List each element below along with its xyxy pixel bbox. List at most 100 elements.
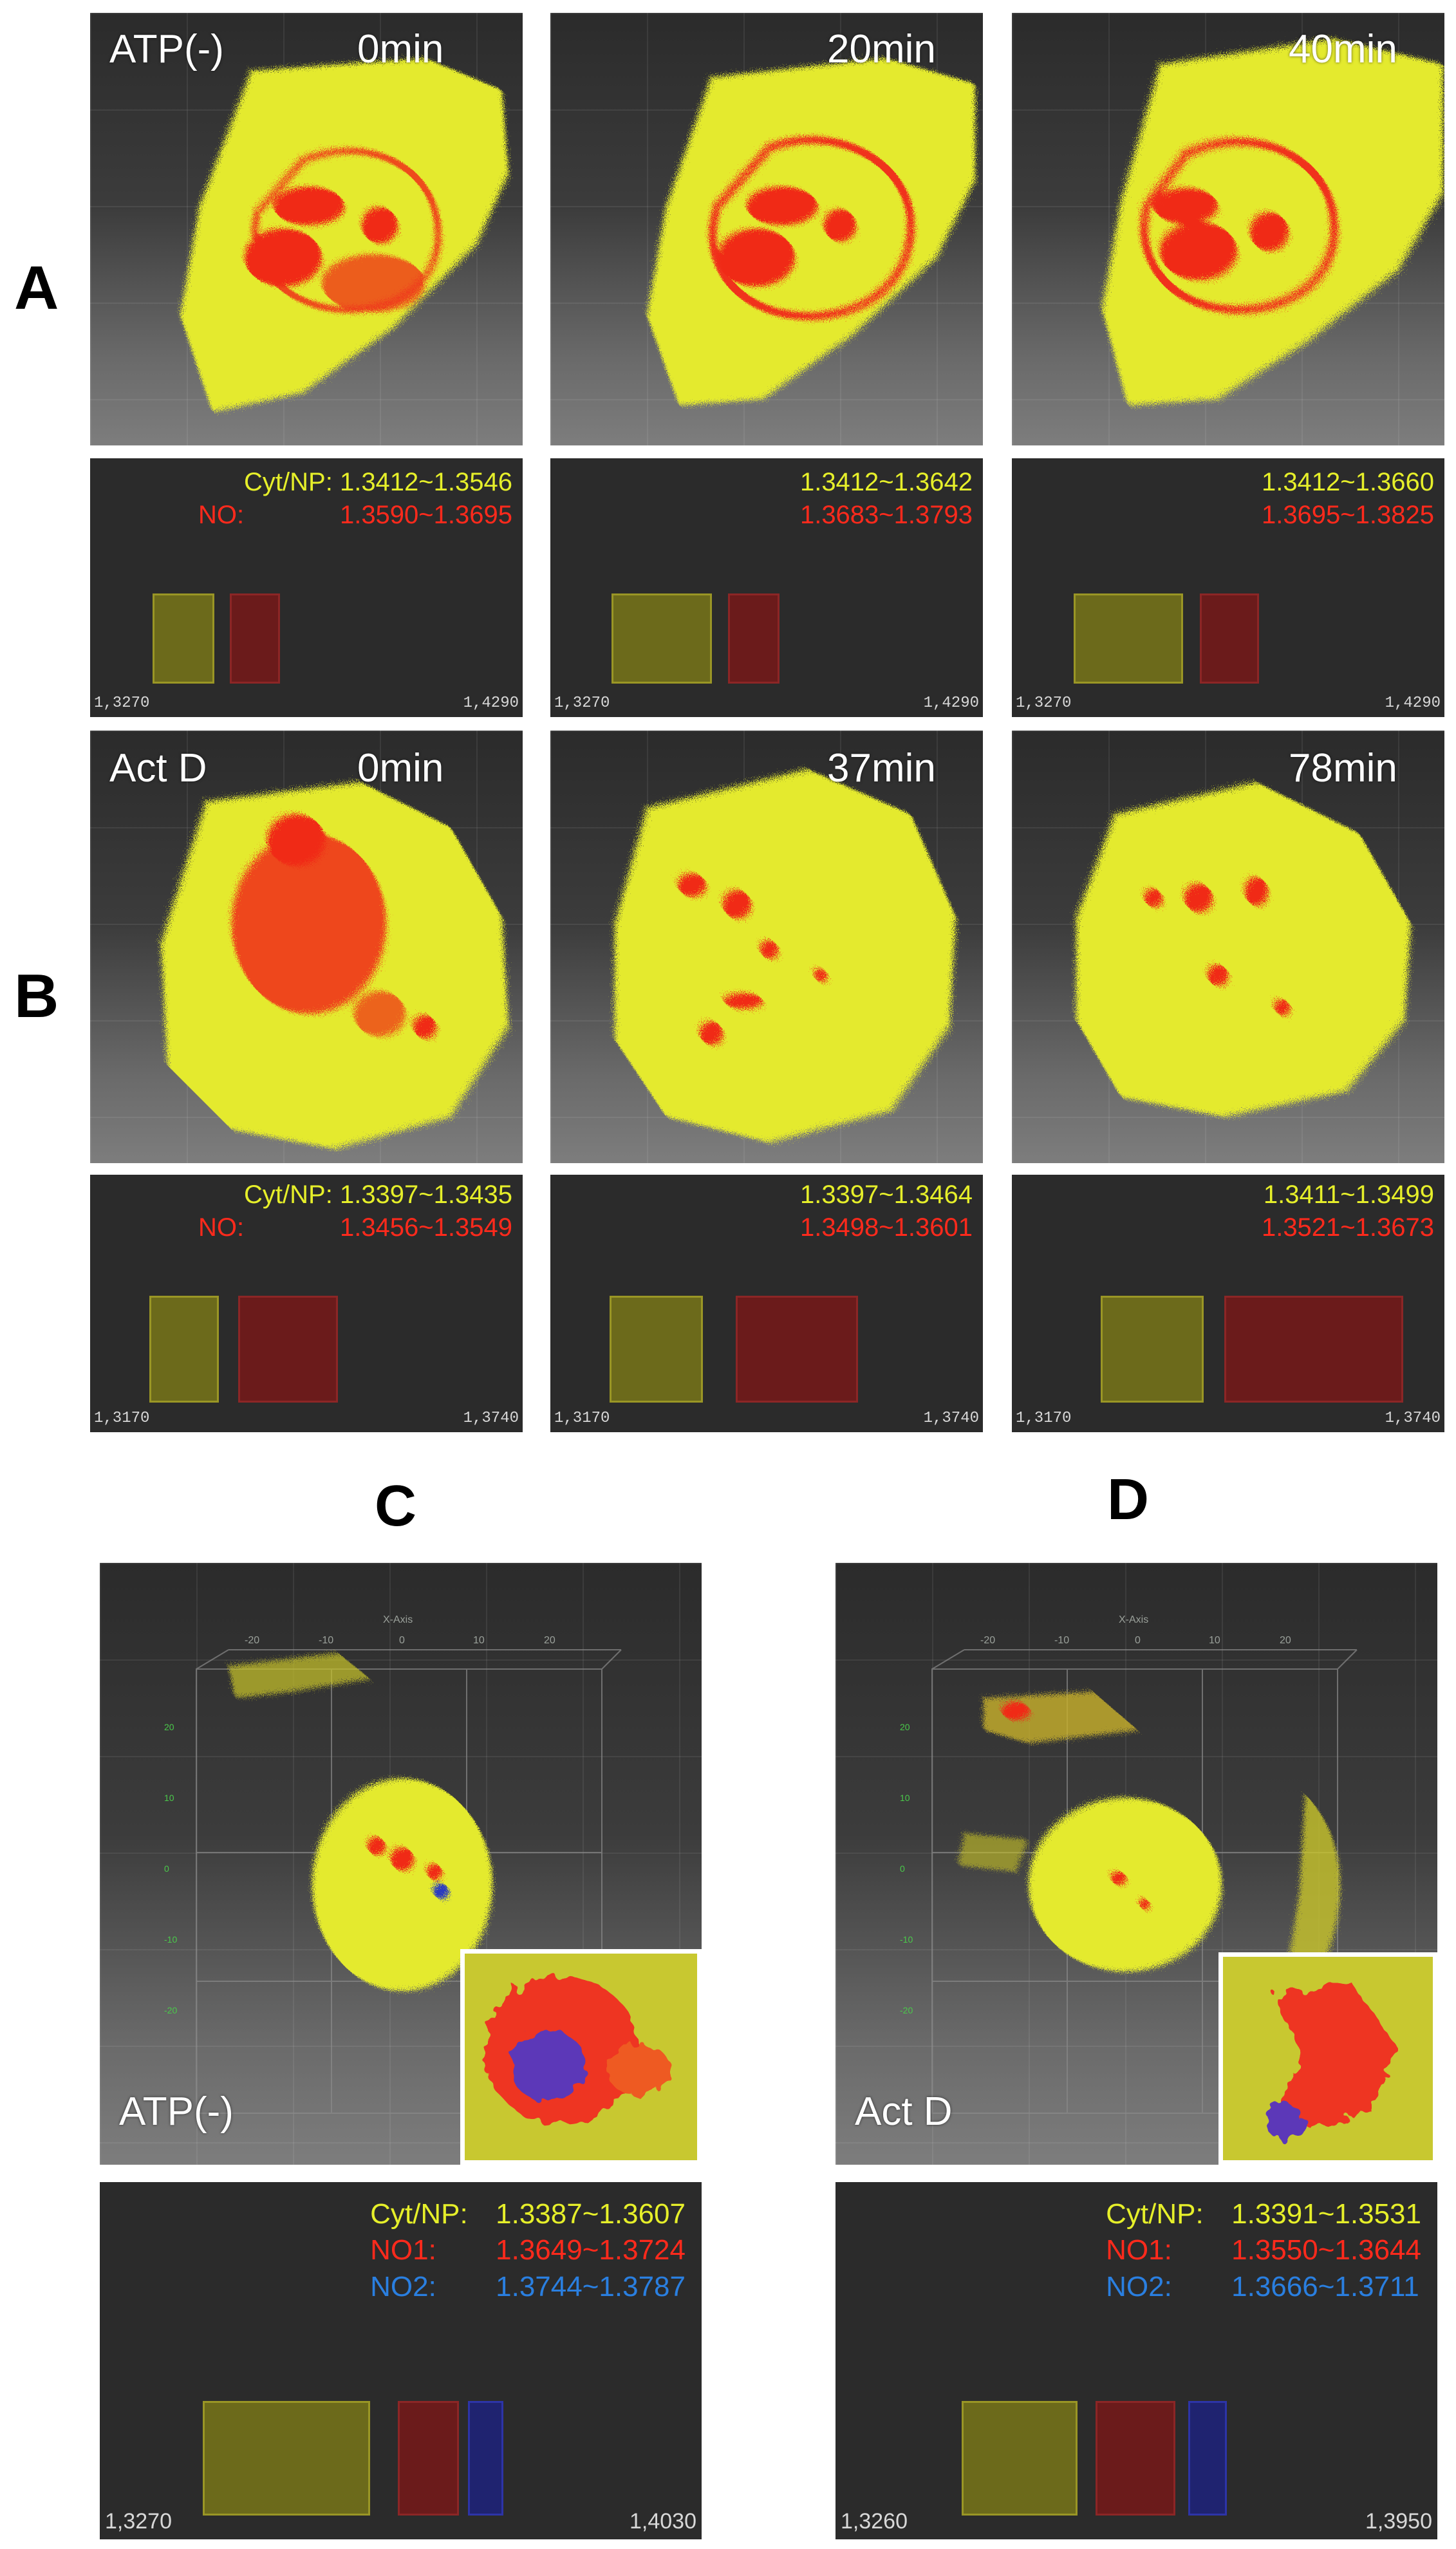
nucleolus1-range-bar <box>398 2401 459 2516</box>
no-range: 1.3456~1.3549 <box>339 1213 512 1242</box>
svg-text:20: 20 <box>164 1722 174 1732</box>
cytoplasm-range-bar <box>1074 593 1183 684</box>
histogram-b-37min: 1.3397~1.3464 1.3498~1.3601 1,3170 1,374… <box>550 1175 983 1432</box>
no2-range: 1.3666~1.3711 <box>1231 2270 1419 2302</box>
x-tick: -20 <box>980 1635 996 1646</box>
cyt-range: 1.3411~1.3499 <box>1263 1181 1434 1209</box>
x-tick: 10 <box>1209 1635 1220 1646</box>
histogram-b-0min: Cyt/NP: 1.3397~1.3435 NO: 1.3456~1.3549 1… <box>90 1175 523 1432</box>
no-range: 1.3695~1.3825 <box>1261 501 1434 530</box>
time-label: 0min <box>357 27 444 71</box>
scale-max: 1,3950 <box>1365 2509 1432 2534</box>
label-D: D <box>1107 1468 1149 1532</box>
label-C: C <box>375 1474 416 1538</box>
cytoplasm-range-bar <box>1101 1296 1204 1403</box>
x-axis-title: X-Axis <box>383 1614 413 1625</box>
nucleolus-range-bar <box>1224 1296 1403 1403</box>
svg-text:10: 10 <box>900 1793 910 1803</box>
cell-render <box>1102 39 1443 406</box>
svg-text:0: 0 <box>900 1863 905 1874</box>
nucleolus2-range-bar <box>1188 2401 1227 2516</box>
scale-min: 1,3270 <box>1016 695 1072 712</box>
micrograph-a-40min: 40min <box>1012 13 1444 445</box>
cyt-range: 1.3397~1.3464 <box>799 1181 973 1209</box>
nucleolus-range-bar <box>728 593 779 684</box>
cyt-prefix: Cyt/NP: <box>1106 2198 1204 2230</box>
no1-range: 1.3550~1.3644 <box>1231 2234 1421 2266</box>
inset-render <box>1223 1957 1433 2160</box>
cytoplasm-range-bar <box>153 593 214 684</box>
cyt-range: 1.3412~1.3660 <box>1261 468 1434 496</box>
nucleolus-zoom-inset <box>460 1949 702 2165</box>
cell-render <box>647 58 975 406</box>
condition-label: ATP(-) <box>119 2089 234 2134</box>
scale-min: 1,3170 <box>94 1410 150 1427</box>
micrograph-b-0min: Act D 0min <box>90 731 523 1163</box>
x-tick: 10 <box>473 1635 485 1646</box>
time-label: 0min <box>357 746 444 790</box>
x-tick: -10 <box>319 1635 334 1646</box>
no-range: 1.3683~1.3793 <box>799 501 973 530</box>
histogram-b-78min: 1.3411~1.3499 1.3521~1.3673 1,3170 1,374… <box>1012 1175 1444 1432</box>
cyt-prefix: Cyt/NP: <box>244 1181 333 1209</box>
nucleolus-range-bar <box>736 1296 858 1403</box>
no1-prefix: NO1: <box>370 2234 436 2266</box>
scale-max: 1,4290 <box>923 695 979 712</box>
scale-min: 1,3270 <box>554 695 610 712</box>
x-tick: -20 <box>245 1635 260 1646</box>
nucleolus-range-bar <box>230 593 280 684</box>
time-label: 20min <box>827 27 936 71</box>
micrograph-b-78min: 78min <box>1012 731 1444 1163</box>
svg-text:-20: -20 <box>900 2005 913 2015</box>
micrograph-a-20min: 20min <box>550 13 983 445</box>
no-range: 1.3590~1.3695 <box>339 501 512 530</box>
histogram-c: Cyt/NP: 1.3387~1.3607 NO1: 1.3649~1.3724 N… <box>100 2182 702 2539</box>
time-label: 78min <box>1289 746 1397 790</box>
micrograph-d-3d: 20 10 0 -10 -20 X-Axis -20 -10 0 10 20 Act D <box>835 1563 1437 2165</box>
cyt-range: 1.3391~1.3531 <box>1231 2198 1421 2230</box>
cell-render <box>180 58 509 412</box>
scale-max: 1,3740 <box>1385 1410 1441 1427</box>
condition-label: ATP(-) <box>109 27 224 71</box>
cytoplasm-range-bar <box>611 593 712 684</box>
cytoplasm-range-bar <box>962 2401 1078 2516</box>
label-A: A <box>14 254 59 322</box>
cyt-prefix: Cyt/NP: <box>370 2198 468 2230</box>
histogram-a-20min: 1.3412~1.3642 1.3683~1.3793 1,3270 1,429… <box>550 458 983 717</box>
scale-max: 1,3740 <box>463 1410 519 1427</box>
micrograph-a-0min: ATP(-) 0min <box>90 13 523 445</box>
nucleolus-zoom-inset <box>1218 1952 1437 2165</box>
nucleolus-range-bar <box>238 1296 338 1403</box>
time-label: 40min <box>1289 27 1397 71</box>
time-label: 37min <box>827 746 936 790</box>
scale-max: 1,3740 <box>923 1410 979 1427</box>
no1-prefix: NO1: <box>1106 2234 1172 2266</box>
cyt-range: 1.3397~1.3435 <box>339 1181 512 1209</box>
cytoplasm-range-bar <box>203 2401 370 2516</box>
cell-render <box>615 769 956 1143</box>
scale-min: 1,3170 <box>554 1410 610 1427</box>
x-tick: 0 <box>1135 1635 1141 1646</box>
cytoplasm-range-bar <box>610 1296 703 1403</box>
x-axis-title: X-Axis <box>1119 1614 1149 1625</box>
scale-min: 1,3260 <box>841 2509 908 2534</box>
histogram-a-40min: 1.3412~1.3660 1.3695~1.3825 1,3270 1,429… <box>1012 458 1444 717</box>
scale-min: 1,3270 <box>94 695 150 712</box>
histogram-a-0min: Cyt/NP: 1.3412~1.3546 NO: 1.3590~1.3695 1… <box>90 458 523 717</box>
cytoplasm-range-bar <box>149 1296 219 1403</box>
svg-text:-20: -20 <box>164 2005 177 2015</box>
inset-render <box>465 1954 697 2160</box>
no2-prefix: NO2: <box>1106 2270 1172 2302</box>
svg-text:20: 20 <box>900 1722 910 1732</box>
svg-text:0: 0 <box>164 1863 169 1874</box>
cyt-range: 1.3412~1.3642 <box>799 468 973 496</box>
no-prefix: NO: <box>198 501 245 530</box>
svg-text:-10: -10 <box>900 1934 913 1945</box>
no-range: 1.3498~1.3601 <box>799 1213 973 1242</box>
nucleolus1-range-bar <box>1096 2401 1175 2516</box>
micrograph-c-3d: 20 10 0 -10 -20 X-Axis -20 -10 0 10 20 ATP(-… <box>100 1563 702 2165</box>
cyt-range: 1.3387~1.3607 <box>496 2198 686 2230</box>
x-tick: 20 <box>1280 1635 1291 1646</box>
label-B: B <box>14 962 59 1031</box>
cyt-prefix: Cyt/NP: <box>244 468 333 496</box>
